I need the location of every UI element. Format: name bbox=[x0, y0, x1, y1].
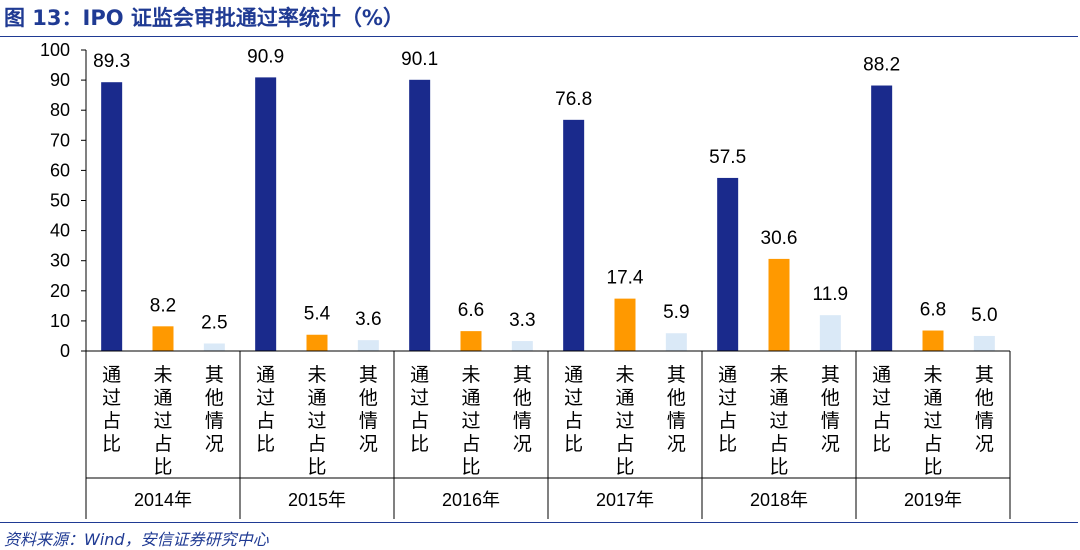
year-label: 2014年 bbox=[134, 490, 192, 510]
value-label: 11.9 bbox=[813, 284, 849, 305]
bar-category-label: 未通过占比 bbox=[615, 364, 634, 478]
bar-category-label: 其他情况 bbox=[975, 364, 994, 455]
y-axis: 0 10 20 30 40 50 60 70 80 90 100 bbox=[40, 40, 87, 361]
bar-failed bbox=[460, 331, 482, 351]
bar-other bbox=[357, 340, 379, 351]
y-tick-label: 60 bbox=[50, 160, 70, 180]
figure-title: 图 13：IPO 证监会审批通过率统计（%） bbox=[4, 6, 404, 30]
bar-category-label: 通过占比 bbox=[102, 364, 121, 455]
bar-failed bbox=[768, 258, 790, 351]
bar-category-label: 通过占比 bbox=[410, 364, 429, 455]
bar-failed bbox=[614, 298, 636, 351]
y-tick-label: 10 bbox=[50, 311, 70, 331]
value-label: 90.1 bbox=[401, 49, 438, 70]
bar-category-label: 其他情况 bbox=[359, 364, 378, 455]
bar-marks bbox=[101, 77, 995, 352]
bar-other bbox=[973, 335, 995, 351]
bar-other bbox=[665, 333, 687, 351]
bar-other bbox=[203, 343, 225, 351]
year-label: 2019年 bbox=[904, 490, 962, 510]
bar-category-label: 未通过占比 bbox=[153, 364, 172, 478]
value-label: 6.6 bbox=[458, 300, 484, 321]
bar-passed bbox=[563, 119, 585, 351]
bar-category-label: 通过占比 bbox=[256, 364, 275, 455]
year-label: 2015年 bbox=[288, 490, 346, 510]
value-label: 2.5 bbox=[201, 312, 227, 333]
bar-category-label: 通过占比 bbox=[872, 364, 891, 455]
value-label: 30.6 bbox=[761, 228, 798, 249]
bar-category-label: 通过占比 bbox=[564, 364, 583, 455]
bar-other bbox=[511, 341, 533, 351]
bar-passed bbox=[101, 82, 123, 351]
y-tick-label: 100 bbox=[40, 40, 70, 60]
bar-category-label: 未通过占比 bbox=[769, 364, 788, 478]
y-tick-label: 40 bbox=[50, 221, 70, 241]
value-label: 89.3 bbox=[93, 51, 130, 72]
value-label: 5.9 bbox=[663, 302, 689, 323]
y-tick-label: 0 bbox=[60, 341, 70, 361]
bar-failed bbox=[152, 326, 174, 351]
value-label: 90.9 bbox=[247, 46, 284, 67]
bar-other bbox=[819, 315, 841, 351]
x-axis: 通过占比 未通过占比 其他情况 2014年 通过占比 未通过占比 其他情况 2015年 通过占比… bbox=[85, 350, 1011, 519]
bar-category-label: 其他情况 bbox=[513, 364, 532, 455]
year-label: 2016年 bbox=[442, 490, 500, 510]
value-label: 76.8 bbox=[555, 89, 592, 110]
bar-passed bbox=[717, 177, 739, 351]
value-label: 57.5 bbox=[709, 147, 746, 168]
y-tick-label: 30 bbox=[50, 251, 70, 271]
bar-category-label: 其他情况 bbox=[821, 364, 840, 455]
y-tick-label: 70 bbox=[50, 130, 70, 150]
bar-passed bbox=[409, 79, 431, 351]
bar-category-label: 其他情况 bbox=[205, 364, 224, 455]
value-label: 8.2 bbox=[150, 295, 176, 316]
source-divider bbox=[0, 522, 1078, 523]
bar-failed bbox=[922, 330, 944, 351]
bar-passed bbox=[871, 85, 893, 351]
bar-category-label: 未通过占比 bbox=[307, 364, 326, 478]
y-tick-label: 20 bbox=[50, 281, 70, 301]
bar-category-label: 未通过占比 bbox=[461, 364, 480, 478]
bar-category-label: 未通过占比 bbox=[923, 364, 942, 478]
y-tick-label: 80 bbox=[50, 100, 70, 120]
value-label: 6.8 bbox=[920, 300, 946, 321]
bar-category-label: 其他情况 bbox=[667, 364, 686, 455]
value-label: 5.4 bbox=[304, 304, 331, 325]
y-tick-label: 50 bbox=[50, 191, 70, 211]
value-label: 3.6 bbox=[355, 309, 381, 330]
bar-category-label: 通过占比 bbox=[718, 364, 737, 455]
value-labels: 89.3 90.9 90.1 76.8 57.5 88.2 8.2 5.4 6.6 17.4 30.… bbox=[93, 46, 997, 333]
title-divider bbox=[0, 36, 1078, 37]
bar-passed bbox=[255, 77, 277, 352]
value-label: 3.3 bbox=[509, 310, 535, 331]
value-label: 17.4 bbox=[607, 268, 644, 289]
value-label: 5.0 bbox=[971, 305, 997, 326]
value-label: 88.2 bbox=[863, 55, 900, 76]
source-note: 资料来源：Wind，安信证券研究中心 bbox=[4, 530, 269, 549]
year-label: 2017年 bbox=[596, 490, 654, 510]
year-label: 2018年 bbox=[750, 490, 808, 510]
bar-failed bbox=[306, 334, 328, 351]
y-tick-label: 90 bbox=[50, 70, 70, 90]
